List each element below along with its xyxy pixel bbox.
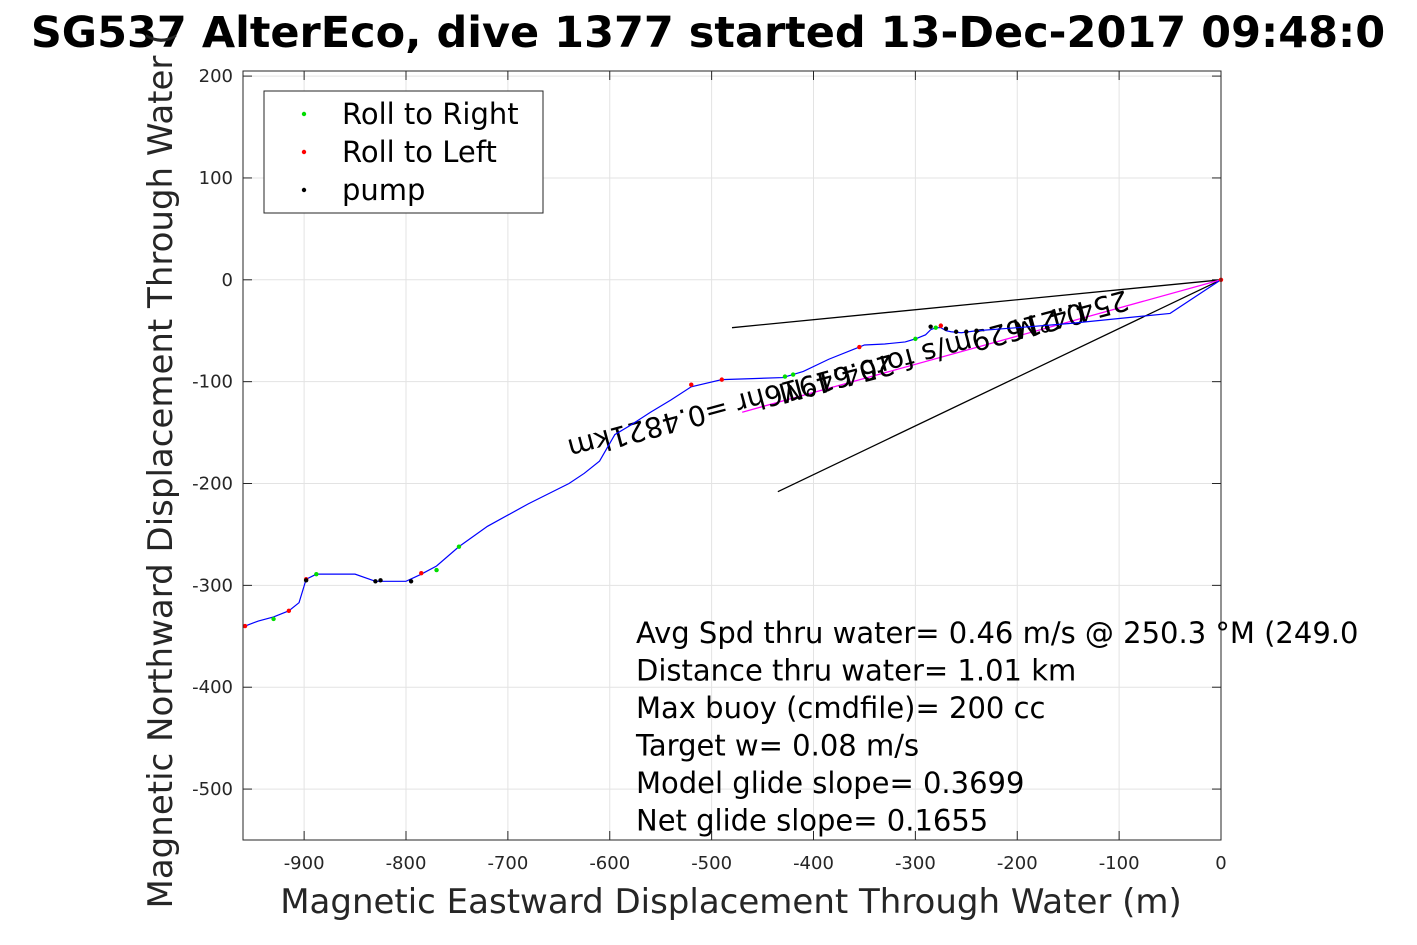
x-tick-label: -500 bbox=[691, 853, 732, 874]
x-tick-label: -900 bbox=[284, 853, 325, 874]
marker-point bbox=[689, 382, 694, 387]
x-tick-label: -600 bbox=[589, 853, 630, 874]
marker-point bbox=[456, 544, 462, 549]
marker-point bbox=[419, 570, 424, 576]
info-line: Distance thru water= 1.01 km bbox=[636, 654, 1076, 688]
legend-label: Roll to Left bbox=[342, 135, 497, 169]
x-tick-label: -100 bbox=[1099, 853, 1140, 874]
x-tick-label: -700 bbox=[487, 853, 528, 874]
legend-label: pump bbox=[342, 173, 425, 207]
marker-point bbox=[314, 571, 319, 577]
axes-frame bbox=[242, 70, 1222, 841]
y-tick-label: -300 bbox=[192, 575, 233, 596]
info-line: Model glide slope= 0.3699 bbox=[636, 766, 1024, 800]
marker-point bbox=[857, 344, 862, 350]
tick-marks bbox=[243, 71, 1222, 840]
marker-point bbox=[378, 578, 383, 583]
marker-point bbox=[938, 323, 944, 328]
info-text-block: Avg Spd thru water= 0.46 m/s @ 250.3 °M … bbox=[635, 616, 1358, 838]
y-axis-label: Magnetic Northward Displacement Through … bbox=[141, 32, 181, 909]
y-tick-label: -400 bbox=[192, 677, 233, 698]
marker-point bbox=[286, 608, 292, 614]
x-tick-labels: -900 -800 -700 -600 -500 -400 -300 -200 -100 0 bbox=[284, 853, 1227, 874]
info-line: Net glide slope= 0.1655 bbox=[636, 804, 988, 838]
y-tick-label: 0 bbox=[222, 270, 233, 291]
y-tick-label: 200 bbox=[199, 66, 233, 87]
marker-point bbox=[953, 329, 959, 334]
legend-marker bbox=[301, 187, 307, 193]
marker-point bbox=[408, 579, 414, 584]
marker-point bbox=[928, 324, 933, 329]
legend-marker bbox=[301, 149, 307, 155]
x-tick-label: -800 bbox=[386, 853, 427, 874]
x-tick-label: -400 bbox=[793, 853, 834, 874]
x-tick-label: -200 bbox=[997, 853, 1038, 874]
marker-point bbox=[719, 377, 725, 382]
info-line: Avg Spd thru water= 0.46 m/s @ 250.3 °M … bbox=[636, 616, 1358, 650]
x-tick-label: 0 bbox=[1215, 853, 1226, 874]
chart-title: SG537 AlterEco, dive 1377 started 13-Dec… bbox=[31, 8, 1385, 58]
legend-box bbox=[263, 90, 544, 214]
marker-point bbox=[271, 616, 276, 622]
legend: Roll to Right Roll to Left pump bbox=[263, 90, 544, 214]
marker-point bbox=[933, 325, 938, 330]
marker-point bbox=[943, 326, 949, 331]
marker-point bbox=[303, 578, 309, 583]
x-axis-label: Magnetic Eastward Displacement Through W… bbox=[280, 882, 1182, 922]
marker-point bbox=[434, 567, 439, 573]
marker-point bbox=[913, 336, 918, 342]
grid-lines bbox=[243, 71, 1222, 840]
marker-point bbox=[242, 623, 248, 629]
current-vector bbox=[742, 279, 1222, 413]
info-line: Max buoy (cmdfile)= 200 cc bbox=[636, 691, 1045, 725]
y-tick-label: -200 bbox=[192, 474, 233, 495]
y-tick-label: 100 bbox=[199, 168, 233, 189]
x-tick-label: -300 bbox=[895, 853, 936, 874]
heading-line bbox=[731, 279, 1222, 329]
y-tick-label: -500 bbox=[192, 779, 233, 800]
marker-point bbox=[974, 328, 979, 333]
info-line: Target w= 0.08 m/s bbox=[635, 729, 919, 763]
marker-point bbox=[790, 372, 796, 377]
legend-marker bbox=[301, 111, 307, 117]
legend-label: Roll to Right bbox=[342, 97, 519, 131]
y-tick-label: -100 bbox=[192, 372, 233, 393]
marker-point bbox=[373, 579, 378, 584]
segment-markers bbox=[242, 277, 1224, 629]
y-tick-labels: 200 100 0 -100 -200 -300 -400 -500 bbox=[192, 66, 233, 800]
marker-point bbox=[964, 329, 969, 334]
marker-point bbox=[782, 374, 788, 379]
